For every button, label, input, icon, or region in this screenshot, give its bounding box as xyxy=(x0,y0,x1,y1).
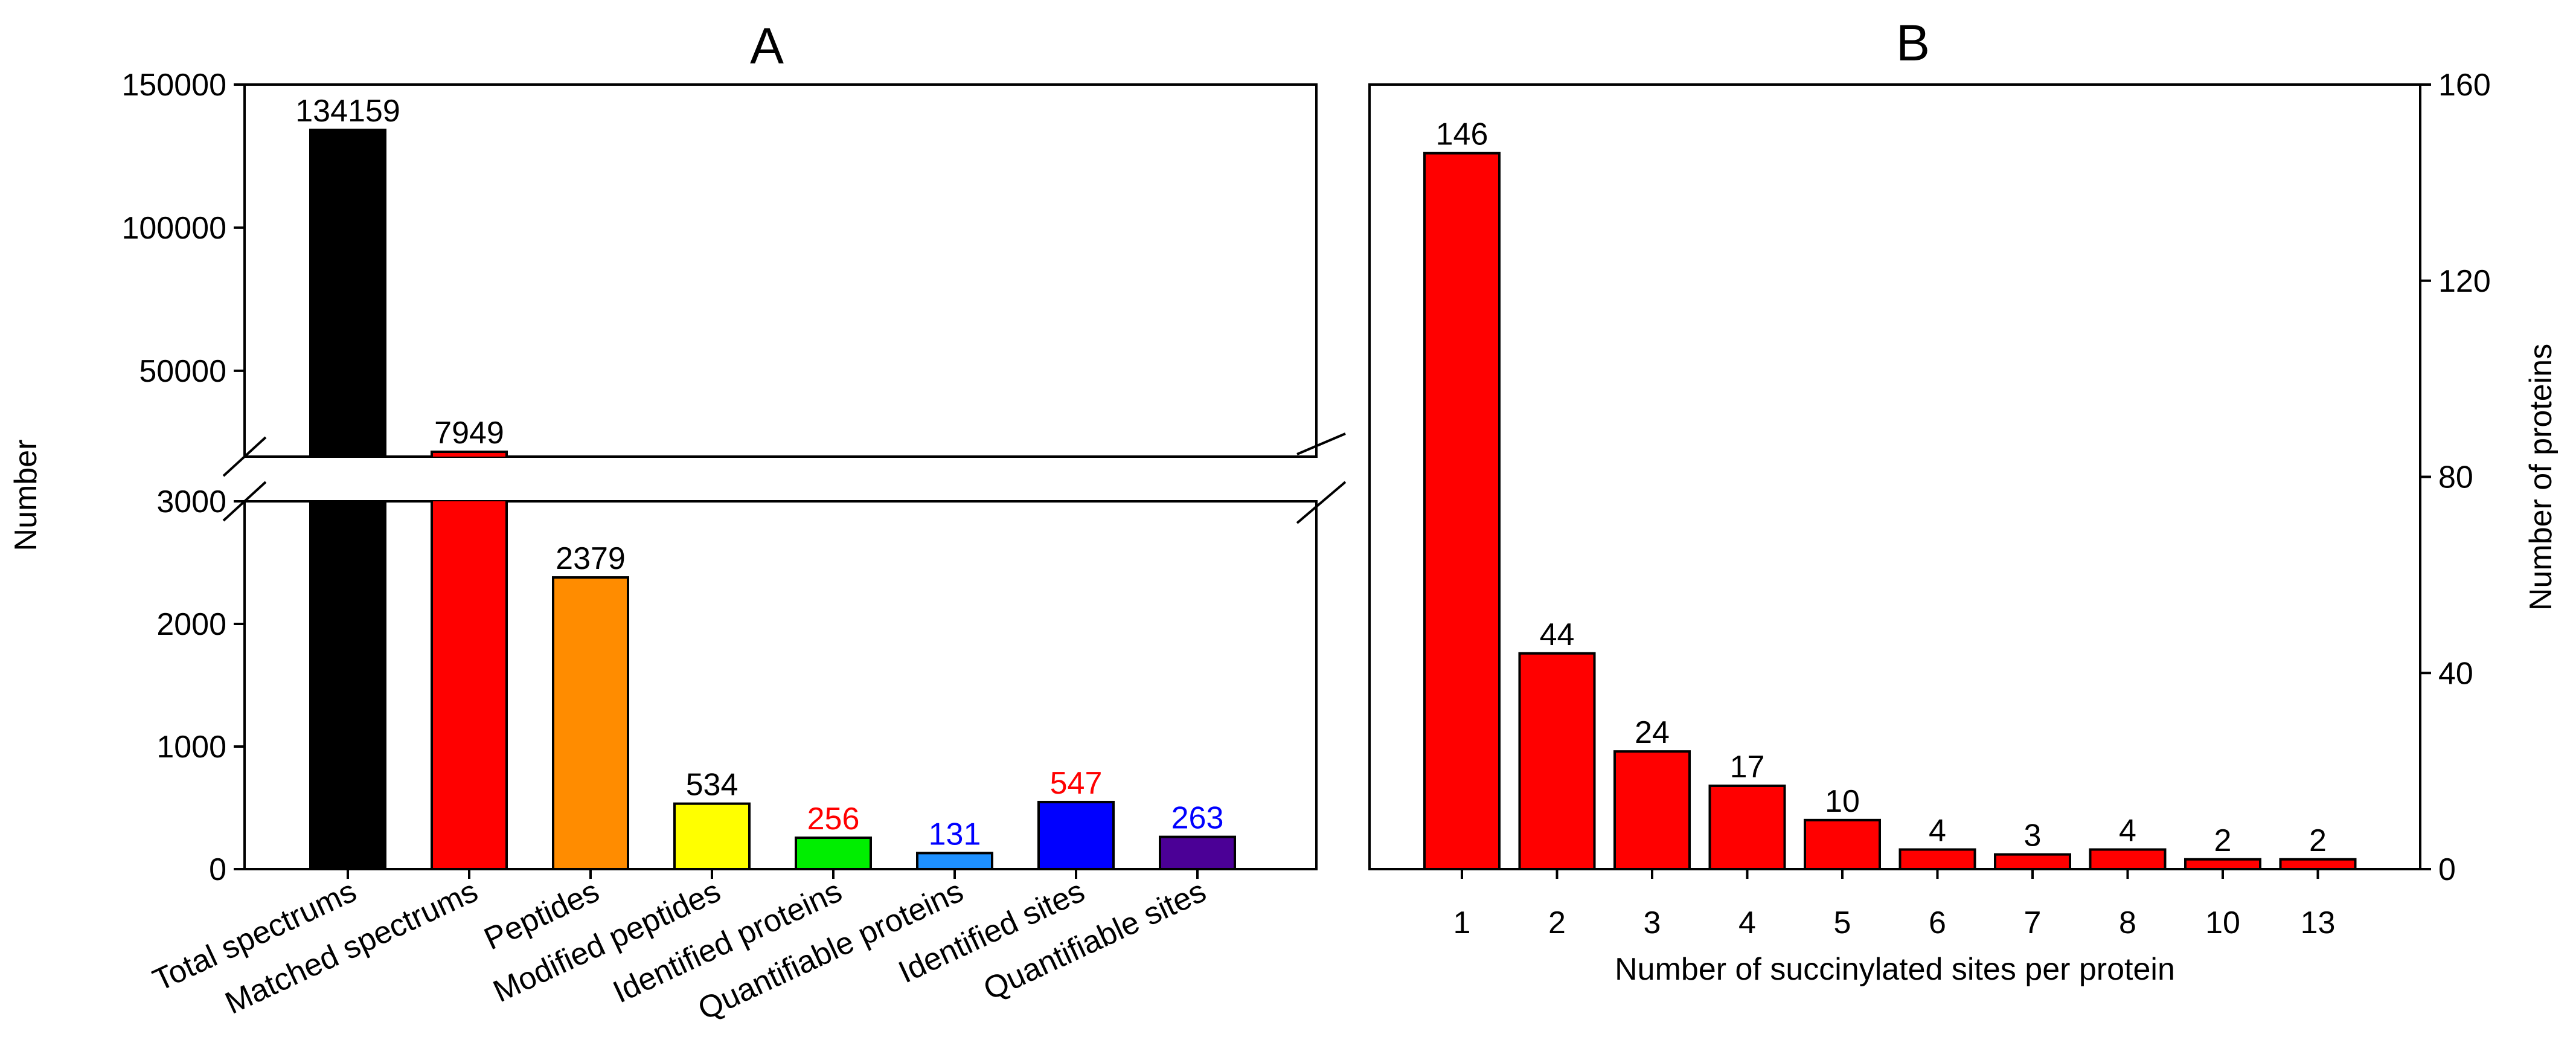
bar-panel-a-upper-part xyxy=(310,130,385,457)
bar-panel-b xyxy=(1613,750,1691,871)
axis-break-mark-upper xyxy=(222,436,267,477)
panel-b-y-tick-label: 120 xyxy=(2438,264,2491,299)
panel-a-y-tick-label: 3000 xyxy=(156,484,226,519)
panel-b-y-tick-label: 0 xyxy=(2438,852,2456,887)
panel-b-category-label: 2 xyxy=(1548,905,1566,940)
bar-value-label: 3 xyxy=(2024,818,2042,853)
panel-b-x-axis-label: Number of succinylated sites per protein xyxy=(1615,952,2175,987)
panel-a-y-tick-label: 2000 xyxy=(156,607,226,642)
panel-b-category-label: 3 xyxy=(1644,905,1661,940)
bar-panel-b xyxy=(1518,652,1596,871)
bar-value-label: 4 xyxy=(1929,814,1946,849)
bar-panel-a-upper-outline xyxy=(431,451,508,457)
bar-value-label: 44 xyxy=(1540,617,1575,652)
panel-a-title: A xyxy=(750,18,784,74)
panel-b-category-label: 1 xyxy=(1453,905,1471,940)
panel-b-y-tick-label: 40 xyxy=(2438,656,2473,691)
panel-b-category-label: 8 xyxy=(2119,905,2136,940)
panel-a: A Number 010002000300050000100000150000 … xyxy=(8,18,1318,1027)
bar-panel-a xyxy=(916,852,993,870)
bar-panel-a xyxy=(552,576,629,870)
bar-value-label: 24 xyxy=(1635,715,1670,750)
bar-panel-b xyxy=(1898,848,1976,871)
panel-b-category-label: 10 xyxy=(2205,905,2240,940)
panel-b-category-label: 4 xyxy=(1738,905,1756,940)
panel-a-y-tick-label: 0 xyxy=(209,852,226,887)
bar-panel-b xyxy=(1994,853,2071,871)
panel-b-break-mark-lower xyxy=(1296,481,1347,524)
bar-panel-a-lower-part xyxy=(310,501,385,869)
bar-value-label: 534 xyxy=(686,768,739,803)
bar-value-label: 547 xyxy=(1050,766,1103,801)
panel-a-y-tick-label: 150000 xyxy=(121,68,226,103)
bar-panel-a xyxy=(1159,835,1236,870)
bar-value-label: 7949 xyxy=(434,416,504,451)
panel-a-y-tick-label: 100000 xyxy=(121,211,226,246)
bar-panel-a xyxy=(1037,800,1115,870)
bar-value-label: 2 xyxy=(2214,823,2232,858)
bar-panel-b xyxy=(1423,152,1501,871)
bar-value-label: 2 xyxy=(2309,823,2327,858)
panel-b-y-tick-label: 160 xyxy=(2438,68,2491,103)
panel-b-category-label: 6 xyxy=(1929,905,1946,940)
bar-value-label: 17 xyxy=(1730,750,1765,785)
panel-b: B Number of proteins Number of succinyla… xyxy=(1296,14,2558,987)
bar-panel-b xyxy=(2279,858,2357,870)
bar-panel-a-upper-outline xyxy=(309,129,386,457)
bar-value-label: 256 xyxy=(807,801,860,837)
panel-b-category-label: 5 xyxy=(1834,905,1851,940)
panel-a-lower-frame xyxy=(243,500,1318,870)
panel-b-category-label: 13 xyxy=(2301,905,2336,940)
panel-a-y-tick-label: 50000 xyxy=(139,354,226,389)
bar-panel-b xyxy=(2089,848,2167,871)
bar-value-label: 4 xyxy=(2119,814,2136,849)
bar-panel-a-upper-part xyxy=(432,452,507,457)
bar-value-label: 146 xyxy=(1436,117,1488,152)
bar-panel-b xyxy=(1708,784,1786,870)
panel-a-y-axis-label: Number xyxy=(8,440,43,551)
panel-b-y-tick-label: 80 xyxy=(2438,460,2473,495)
bar-panel-b xyxy=(1804,818,1881,870)
panel-b-break-mark-upper xyxy=(1296,432,1346,455)
panel-a-upper-frame xyxy=(243,83,1318,458)
bar-value-label: 134159 xyxy=(295,94,400,129)
bar-panel-a xyxy=(795,837,872,870)
panel-a-y-tick-label: 1000 xyxy=(156,730,226,765)
bar-value-label: 2379 xyxy=(556,541,626,576)
panel-b-title: B xyxy=(1896,14,1930,71)
bar-value-label: 263 xyxy=(1171,801,1224,836)
panel-b-category-label: 7 xyxy=(2024,905,2042,940)
bar-panel-a xyxy=(673,802,751,871)
bar-value-label: 10 xyxy=(1825,784,1860,819)
bar-panel-a-lower-part xyxy=(432,501,507,869)
panel-b-y-axis-label: Number of proteins xyxy=(2523,344,2558,611)
bar-panel-b xyxy=(2184,858,2261,870)
bar-value-label: 131 xyxy=(929,817,981,852)
